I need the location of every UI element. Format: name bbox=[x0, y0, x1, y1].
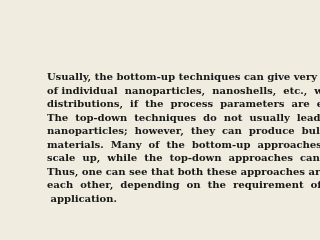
Text: distributions,  if  the  process  parameters  are  effectively  controlled.: distributions, if the process parameters… bbox=[47, 100, 320, 109]
Text: nanoparticles;  however,  they  can  produce  bulk  nanostructured: nanoparticles; however, they can produce… bbox=[47, 127, 320, 136]
Text: Usually, the bottom-up techniques can give very fine nanostructures: Usually, the bottom-up techniques can gi… bbox=[47, 73, 320, 82]
Text: The  top-down  techniques  do  not  usually  lead  to  individual: The top-down techniques do not usually l… bbox=[47, 114, 320, 123]
Text: each  other,  depending  on  the  requirement  of  a  particular: each other, depending on the requirement… bbox=[47, 181, 320, 190]
Text: application.: application. bbox=[47, 195, 117, 204]
Text: materials.  Many  of  the  bottom-up  approaches  have  difficulties  in: materials. Many of the bottom-up approac… bbox=[47, 141, 320, 150]
Text: Thus, one can see that both these approaches are complementary to: Thus, one can see that both these approa… bbox=[47, 168, 320, 177]
Text: of individual  nanoparticles,  nanoshells,  etc.,  with  narrow  size: of individual nanoparticles, nanoshells,… bbox=[47, 87, 320, 96]
Text: scale  up,  while  the  top-down  approaches  can  be  easily  scaled  up.: scale up, while the top-down approaches … bbox=[47, 154, 320, 163]
